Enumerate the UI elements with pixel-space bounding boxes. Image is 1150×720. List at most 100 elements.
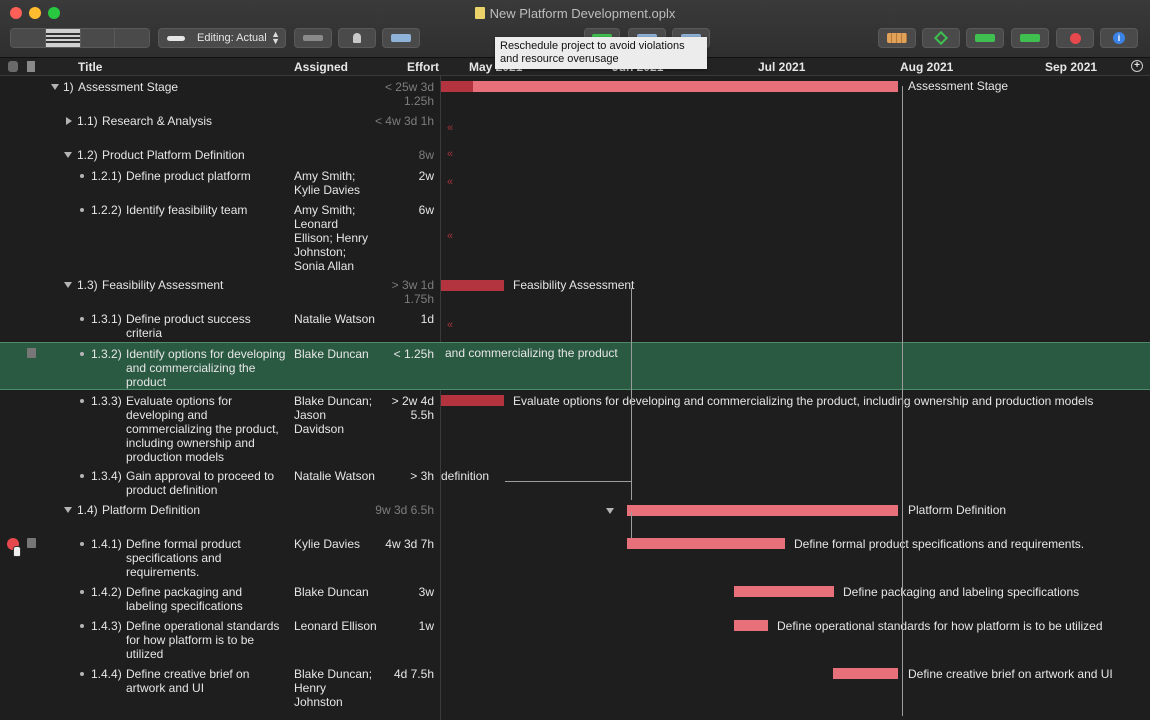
gantt-bar[interactable] (627, 505, 898, 516)
task-title[interactable]: Define formal product specifications and… (126, 537, 241, 579)
close-window-button[interactable] (10, 7, 22, 19)
publish-button[interactable] (966, 28, 1004, 48)
task-row[interactable]: 1) Assessment Stage < 25w 3d 1.25h Asses… (0, 76, 1150, 110)
effort-column-header[interactable]: Effort (407, 60, 439, 74)
task-title[interactable]: Define operational standards for how pla… (126, 619, 280, 661)
zoom-in-icon[interactable]: + (1131, 60, 1143, 72)
task-title[interactable]: Gain approval to proceed to product defi… (126, 469, 275, 497)
task-effort[interactable]: 1w (418, 619, 434, 633)
assigned-column-header[interactable]: Assigned (294, 60, 349, 74)
view-mode-segmented-control[interactable] (10, 28, 150, 48)
editing-mode-select[interactable]: Editing: Actual ▲ ▼ (158, 28, 286, 48)
task-effort[interactable]: < 1.25h (393, 347, 434, 361)
task-effort[interactable]: 6w (418, 203, 434, 217)
note-icon[interactable] (27, 538, 36, 548)
task-effort[interactable]: 8w (418, 148, 434, 162)
task-assigned[interactable]: Natalie Watson (294, 469, 375, 483)
task-row[interactable]: 1.4) Platform Definition 9w 3d 6.5h Plat… (0, 499, 1150, 533)
task-assigned[interactable]: Kylie Davies (294, 537, 361, 551)
split-task-button[interactable] (382, 28, 420, 48)
disclosure-triangle-icon[interactable] (66, 117, 72, 125)
task-row[interactable]: 1.3.4) Gain approval to proceed to produ… (0, 465, 1150, 499)
task-row[interactable]: 1.4.3) Define operational standards for … (0, 615, 1150, 663)
task-row[interactable]: 1.2) Product Platform Definition 8w « (0, 144, 1150, 165)
gantt-bar-label: Define packaging and labeling specificat… (843, 585, 1080, 599)
zoom-window-button[interactable] (48, 7, 60, 19)
task-title[interactable]: Platform Definition (102, 503, 201, 517)
spreadsheet-button[interactable] (878, 28, 916, 48)
disclosure-triangle-icon[interactable] (64, 152, 72, 158)
task-title[interactable]: Evaluate options for developing and comm… (126, 394, 279, 464)
disclosure-triangle-icon[interactable] (64, 282, 72, 288)
task-assigned[interactable]: Blake Duncan; Henry Johnston (294, 667, 373, 709)
task-title[interactable]: Assessment Stage (78, 80, 179, 94)
task-assigned[interactable]: Amy Smith; Kylie Davies (294, 169, 361, 197)
gantt-bar[interactable] (734, 620, 768, 631)
task-title[interactable]: Define creative brief on artwork and UI (126, 667, 250, 695)
gantt-bar[interactable] (734, 586, 834, 597)
task-effort[interactable]: 9w 3d 6.5h (375, 503, 434, 517)
task-effort[interactable]: > 3h (410, 469, 434, 483)
add-resource-button[interactable] (338, 28, 376, 48)
task-assigned[interactable]: Blake Duncan (294, 585, 369, 599)
gantt-bar[interactable] (441, 280, 504, 291)
violations-button[interactable] (1056, 28, 1094, 48)
task-assigned[interactable]: Leonard Ellison (294, 619, 377, 633)
task-title[interactable]: Research & Analysis (102, 114, 213, 128)
task-effort[interactable]: 1d (420, 312, 434, 326)
network-view-button[interactable] (80, 29, 116, 47)
gantt-bar-progress[interactable] (441, 81, 473, 92)
disclosure-triangle-icon[interactable] (64, 507, 72, 513)
gantt-bar[interactable] (473, 81, 898, 92)
update-button[interactable] (1011, 28, 1049, 48)
task-row[interactable]: 1.3.1) Define product success criteria N… (0, 308, 1150, 342)
task-title[interactable]: Define product platform (126, 169, 251, 183)
task-effort[interactable]: 4w 3d 7h (385, 537, 434, 551)
task-number: 1.4.1) (91, 537, 122, 551)
task-title[interactable]: Define packaging and labeling specificat… (126, 585, 243, 613)
task-number: 1.1) (77, 114, 98, 128)
task-assigned[interactable]: Blake Duncan (294, 347, 369, 361)
task-title[interactable]: Identify feasibility team (126, 203, 248, 217)
task-effort[interactable]: 4d 7.5h (393, 667, 434, 681)
task-effort[interactable]: 3w (418, 585, 434, 599)
task-title[interactable]: Product Platform Definition (102, 148, 245, 162)
task-title[interactable]: Feasibility Assessment (102, 278, 224, 292)
task-title[interactable]: Define product success criteria (126, 312, 251, 340)
task-row[interactable]: 1.3.3) Evaluate options for developing a… (0, 390, 1150, 465)
resource-view-button[interactable] (115, 29, 149, 47)
minimize-window-button[interactable] (29, 7, 41, 19)
task-assigned[interactable]: Blake Duncan; Jason Davidson (294, 394, 373, 436)
gantt-bar[interactable] (441, 395, 504, 406)
gantt-bar[interactable] (627, 538, 785, 549)
task-effort[interactable]: < 4w 3d 1h (374, 114, 434, 128)
task-effort[interactable]: > 3w 1d 1.75h (391, 278, 434, 306)
bullet-icon (80, 208, 84, 212)
task-effort[interactable]: 2w (418, 169, 434, 183)
title-column-header[interactable]: Title (78, 60, 103, 74)
outline-view-button[interactable] (11, 29, 46, 47)
task-effort[interactable]: < 25w 3d 1.25h (384, 80, 434, 108)
task-row[interactable]: 1.1) Research & Analysis < 4w 3d 1h « (0, 110, 1150, 144)
task-row[interactable]: 1.2.2) Identify feasibility team Amy Smi… (0, 199, 1150, 274)
gantt-bar[interactable] (833, 668, 898, 679)
task-row[interactable]: 1.3) Feasibility Assessment > 3w 1d 1.75… (0, 274, 1150, 308)
task-effort[interactable]: > 2w 4d 5.5h (391, 394, 434, 422)
task-row[interactable]: 1.4.4) Define creative brief on artwork … (0, 663, 1150, 718)
task-title[interactable]: Identify options for developing and comm… (126, 347, 286, 389)
task-row-selected[interactable]: 1.3.2) Identify options for developing a… (0, 342, 1150, 390)
inspector-button[interactable]: i (1100, 28, 1138, 48)
milestone-button[interactable] (922, 28, 960, 48)
task-number: 1.4.3) (91, 619, 122, 633)
task-assigned[interactable]: Natalie Watson (294, 312, 375, 326)
gantt-view-button[interactable] (45, 29, 81, 47)
task-row[interactable]: 1.4.2) Define packaging and labeling spe… (0, 581, 1150, 615)
add-dependency-button[interactable] (294, 28, 332, 48)
bullet-icon (80, 474, 84, 478)
gantt-collapse-triangle-icon[interactable] (606, 508, 614, 514)
note-icon[interactable] (27, 348, 36, 358)
task-row[interactable]: 1.4.1) Define formal product specificati… (0, 533, 1150, 581)
task-assigned[interactable]: Amy Smith; Leonard Ellison; Henry Johnst… (294, 203, 369, 273)
task-row[interactable]: 1.2.1) Define product platform Amy Smith… (0, 165, 1150, 199)
disclosure-triangle-icon[interactable] (51, 84, 59, 90)
